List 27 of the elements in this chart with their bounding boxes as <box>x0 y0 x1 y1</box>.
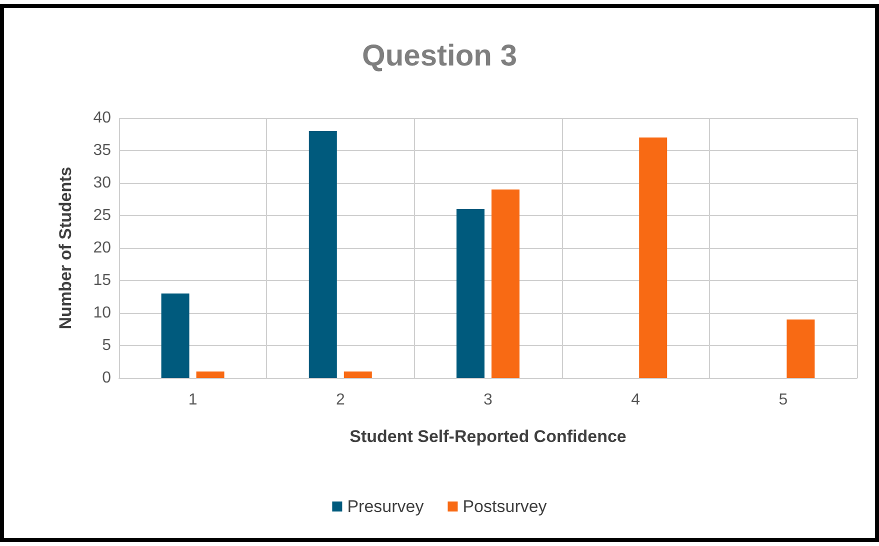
y-tick-label: 0 <box>102 370 112 386</box>
bar <box>308 131 337 378</box>
bar <box>344 372 372 378</box>
y-axis-title: Number of Students <box>56 166 75 330</box>
x-tick-label: 3 <box>484 392 493 408</box>
x-tick-label: 2 <box>336 392 345 408</box>
y-tick-label: 40 <box>93 110 112 126</box>
x-tick-label: 5 <box>778 392 788 408</box>
legend-label: Presurvey <box>347 497 424 516</box>
y-tick-label: 25 <box>93 207 112 224</box>
y-tick-label: 35 <box>93 142 112 159</box>
legend-label: Postsurvey <box>462 497 548 516</box>
y-tick-label: 15 <box>93 272 112 289</box>
bar <box>456 209 484 378</box>
bar <box>492 190 520 378</box>
bar <box>196 372 224 378</box>
y-tick-label: 30 <box>93 174 112 192</box>
bar <box>786 320 815 378</box>
bar <box>639 138 668 378</box>
y-tick-label: 5 <box>102 337 112 354</box>
bar <box>161 294 190 378</box>
x-tick-label: 4 <box>631 392 640 408</box>
x-tick-label: 1 <box>188 392 198 408</box>
x-axis-title: Student Self-Reported Confidence <box>350 427 626 446</box>
y-tick-label: 10 <box>93 304 112 322</box>
chart-title: Question 3 <box>362 40 518 72</box>
y-tick-label: 20 <box>93 240 112 256</box>
